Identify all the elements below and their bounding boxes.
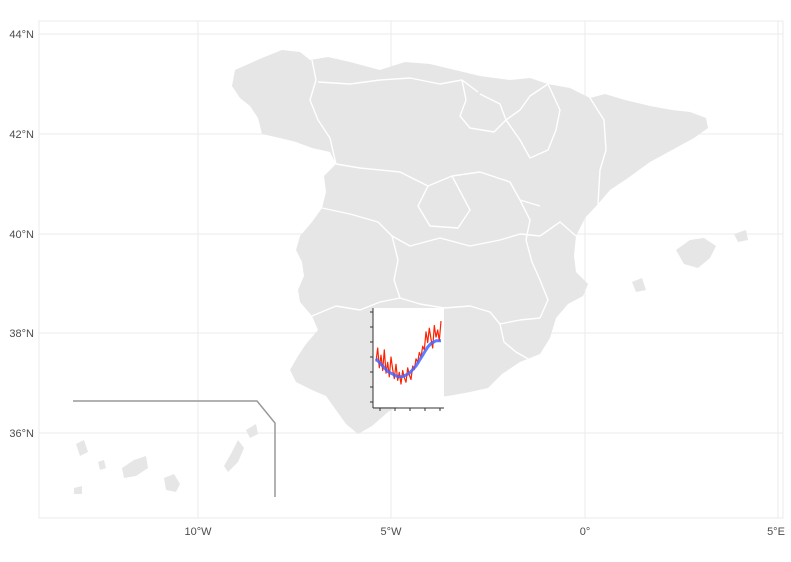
island-canary-1	[76, 440, 88, 456]
island-canary-5	[164, 474, 180, 492]
lon-label-5e: 5°E	[767, 526, 785, 538]
island-menorca	[734, 230, 748, 242]
lat-label-38: 38°N	[9, 328, 34, 340]
lat-label-36: 36°N	[9, 428, 34, 440]
island-canary-3	[74, 486, 82, 494]
lon-label-10w: 10°W	[184, 526, 212, 538]
island-canary-6	[224, 440, 244, 472]
lat-label-44: 44°N	[9, 29, 34, 41]
inset-series-line-1	[374, 339, 441, 379]
mainland-spain	[232, 50, 708, 434]
lat-label-40: 40°N	[9, 229, 34, 241]
island-ibiza	[632, 278, 646, 292]
island-canary-7	[246, 424, 258, 438]
island-canary-2	[98, 460, 106, 470]
lon-label-5w: 5°W	[381, 526, 403, 538]
inset-chart	[370, 308, 444, 411]
region-borders	[309, 59, 607, 361]
inset-ticks	[370, 311, 441, 411]
lon-label-0: 0°	[580, 526, 591, 538]
inset-series-line-0	[375, 320, 442, 385]
lat-labels: 44°N 42°N 40°N 38°N 36°N	[9, 29, 34, 440]
island-canary-4	[122, 456, 148, 478]
island-mallorca	[676, 238, 716, 268]
lat-label-42: 42°N	[9, 129, 34, 141]
inset-series	[374, 320, 442, 385]
lon-labels: 10°W 5°W 0° 5°E	[184, 526, 784, 538]
canary-inset-frame	[73, 400, 276, 497]
